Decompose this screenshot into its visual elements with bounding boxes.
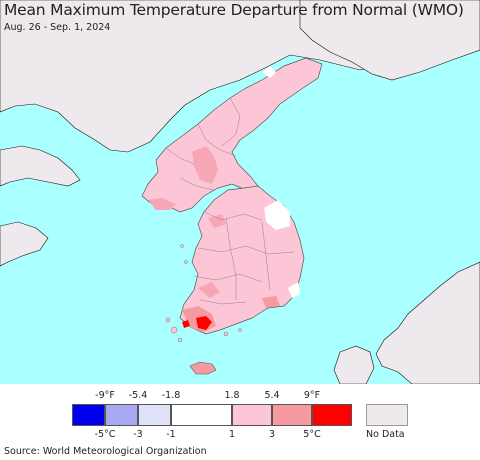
legend-swatch-6 (272, 404, 312, 426)
legend: -9°F -5.4 -1.8 1.8 5.4 9°F -5°C -3 -1 1 … (0, 384, 480, 444)
legend-c-tick-1: -5°C (94, 429, 116, 440)
legend-f-tick-6: 9°F (303, 390, 321, 401)
anomaly-patch-central (208, 214, 226, 228)
anomaly-patch-west-coast (148, 198, 176, 210)
china-liaodong-coast (0, 145, 81, 187)
legend-swatch-3 (138, 404, 171, 426)
legend-f-tick-1: -9°F (95, 390, 115, 401)
legend-f-tick-4: 1.8 (224, 390, 240, 401)
coastal-islands (165, 244, 242, 343)
near-normal-northeast (262, 66, 276, 78)
anomaly-patch-southeast (262, 296, 280, 308)
legend-c-tick-2: -3 (133, 429, 143, 440)
near-normal-southeast (288, 282, 300, 298)
japan-landmass (375, 261, 480, 384)
legend-swatch-1 (72, 404, 105, 426)
legend-f-tick-3: -1.8 (161, 390, 181, 401)
jeju-island (189, 361, 217, 375)
japan-kyushu (333, 345, 375, 384)
legend-c-tick-3: -1 (166, 429, 176, 440)
map-title: Mean Maximum Temperature Departure from … (4, 1, 464, 19)
legend-f-tick-5: 5.4 (264, 390, 280, 401)
legend-swatch-2 (105, 404, 138, 426)
source-credit: Source: World Meteorological Organizatio… (4, 446, 207, 457)
legend-swatch-4 (171, 404, 232, 426)
anomaly-hotspot-south (196, 316, 212, 330)
north-korea (141, 57, 323, 213)
legend-swatch-7 (312, 404, 352, 426)
province-boundaries (165, 97, 295, 305)
china-shandong (0, 221, 49, 267)
legend-f-tick-2: -5.4 (128, 390, 148, 401)
anomaly-patch-north (192, 146, 218, 184)
map-date-range: Aug. 26 - Sep. 1, 2024 (4, 22, 111, 33)
anomaly-hotspot-islands (182, 320, 190, 328)
legend-c-tick-4: 1 (228, 429, 236, 440)
near-normal-east-coast (264, 200, 290, 230)
map-canvas (0, 0, 480, 384)
legend-swatch-5 (232, 404, 272, 426)
legend-no-data-swatch (366, 404, 408, 426)
legend-c-tick-6: 5°C (303, 429, 321, 440)
russia-landmass (299, 0, 480, 81)
legend-c-tick-5: 3 (268, 429, 276, 440)
legend-no-data-label: No Data (366, 429, 405, 440)
anomaly-patch-southwest (198, 282, 220, 298)
